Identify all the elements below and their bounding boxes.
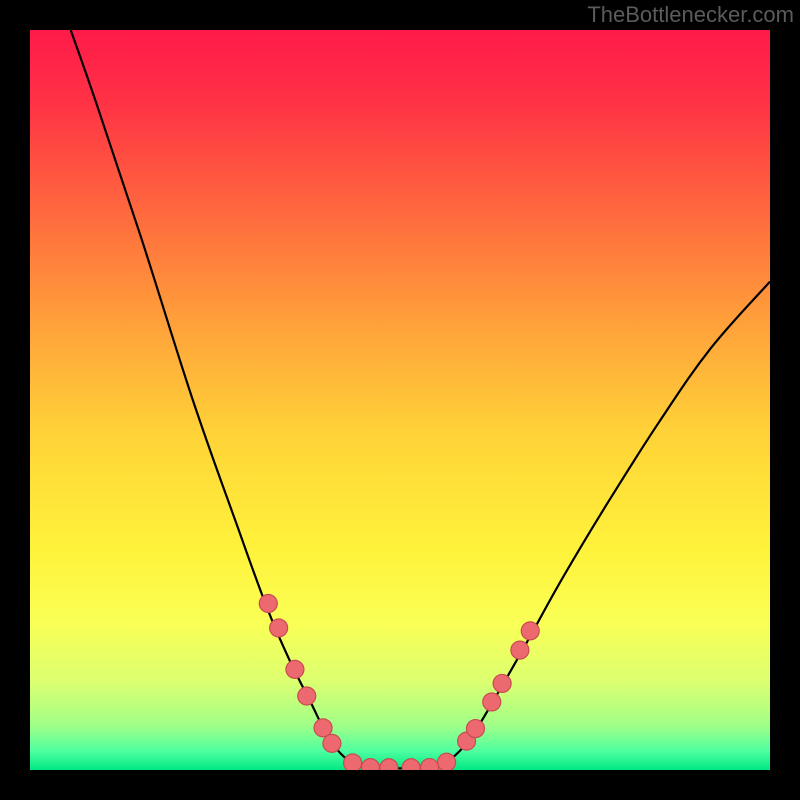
data-marker [521, 622, 539, 640]
data-marker [344, 754, 362, 772]
data-marker [298, 687, 316, 705]
data-marker [493, 674, 511, 692]
data-marker [259, 595, 277, 613]
data-marker [323, 734, 341, 752]
bottleneck-chart [0, 0, 800, 800]
watermark-text: TheBottlenecker.com [587, 2, 794, 28]
data-marker [466, 720, 484, 738]
data-marker [438, 753, 456, 771]
chart-frame: TheBottlenecker.com [0, 0, 800, 800]
data-marker [286, 660, 304, 678]
data-marker [483, 693, 501, 711]
data-marker [270, 619, 288, 637]
data-marker [511, 641, 529, 659]
